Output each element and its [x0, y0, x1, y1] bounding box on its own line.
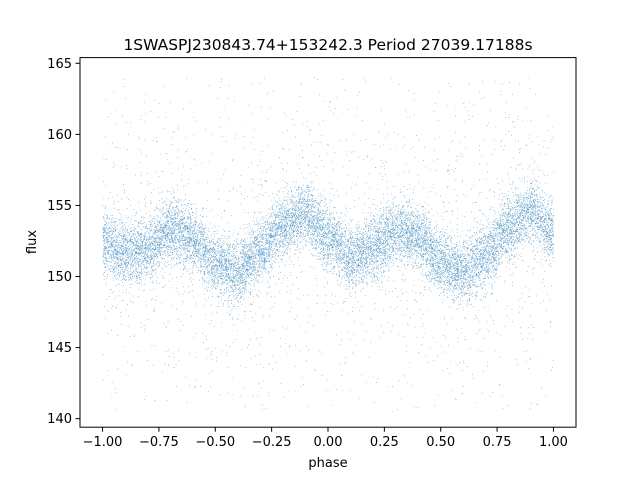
- x-tick-label: −1.00: [83, 435, 123, 450]
- x-tick-label: 0.50: [426, 435, 455, 450]
- x-tick-label: 0.25: [370, 435, 399, 450]
- x-axis-label: phase: [308, 456, 347, 471]
- x-tick-label: 0.00: [314, 435, 343, 450]
- x-tick-label: 0.75: [483, 435, 512, 450]
- y-tick-label: 145: [47, 341, 72, 356]
- y-axis-label: flux: [25, 230, 40, 254]
- y-axis: 140 145 150 155 160 165: [47, 57, 80, 427]
- x-tick-label: −0.50: [195, 435, 235, 450]
- flux-data-points: [102, 77, 555, 412]
- x-tick-label: −0.75: [139, 435, 179, 450]
- y-tick-label: 140: [47, 412, 72, 427]
- y-tick-label: 160: [47, 128, 72, 143]
- y-tick-label: 150: [47, 270, 72, 285]
- x-tick-label: −0.25: [252, 435, 292, 450]
- y-tick-label: 155: [47, 199, 72, 214]
- y-tick-label: 165: [47, 57, 72, 72]
- x-tick-label: 1.00: [539, 435, 568, 450]
- scatter-points: [102, 77, 555, 412]
- chart-title: 1SWASPJ230843.74+153242.3 Period 27039.1…: [123, 36, 532, 54]
- x-axis: −1.00 −0.75 −0.50 −0.25 0.00 0.25 0.50 0.75 1.00: [83, 427, 568, 450]
